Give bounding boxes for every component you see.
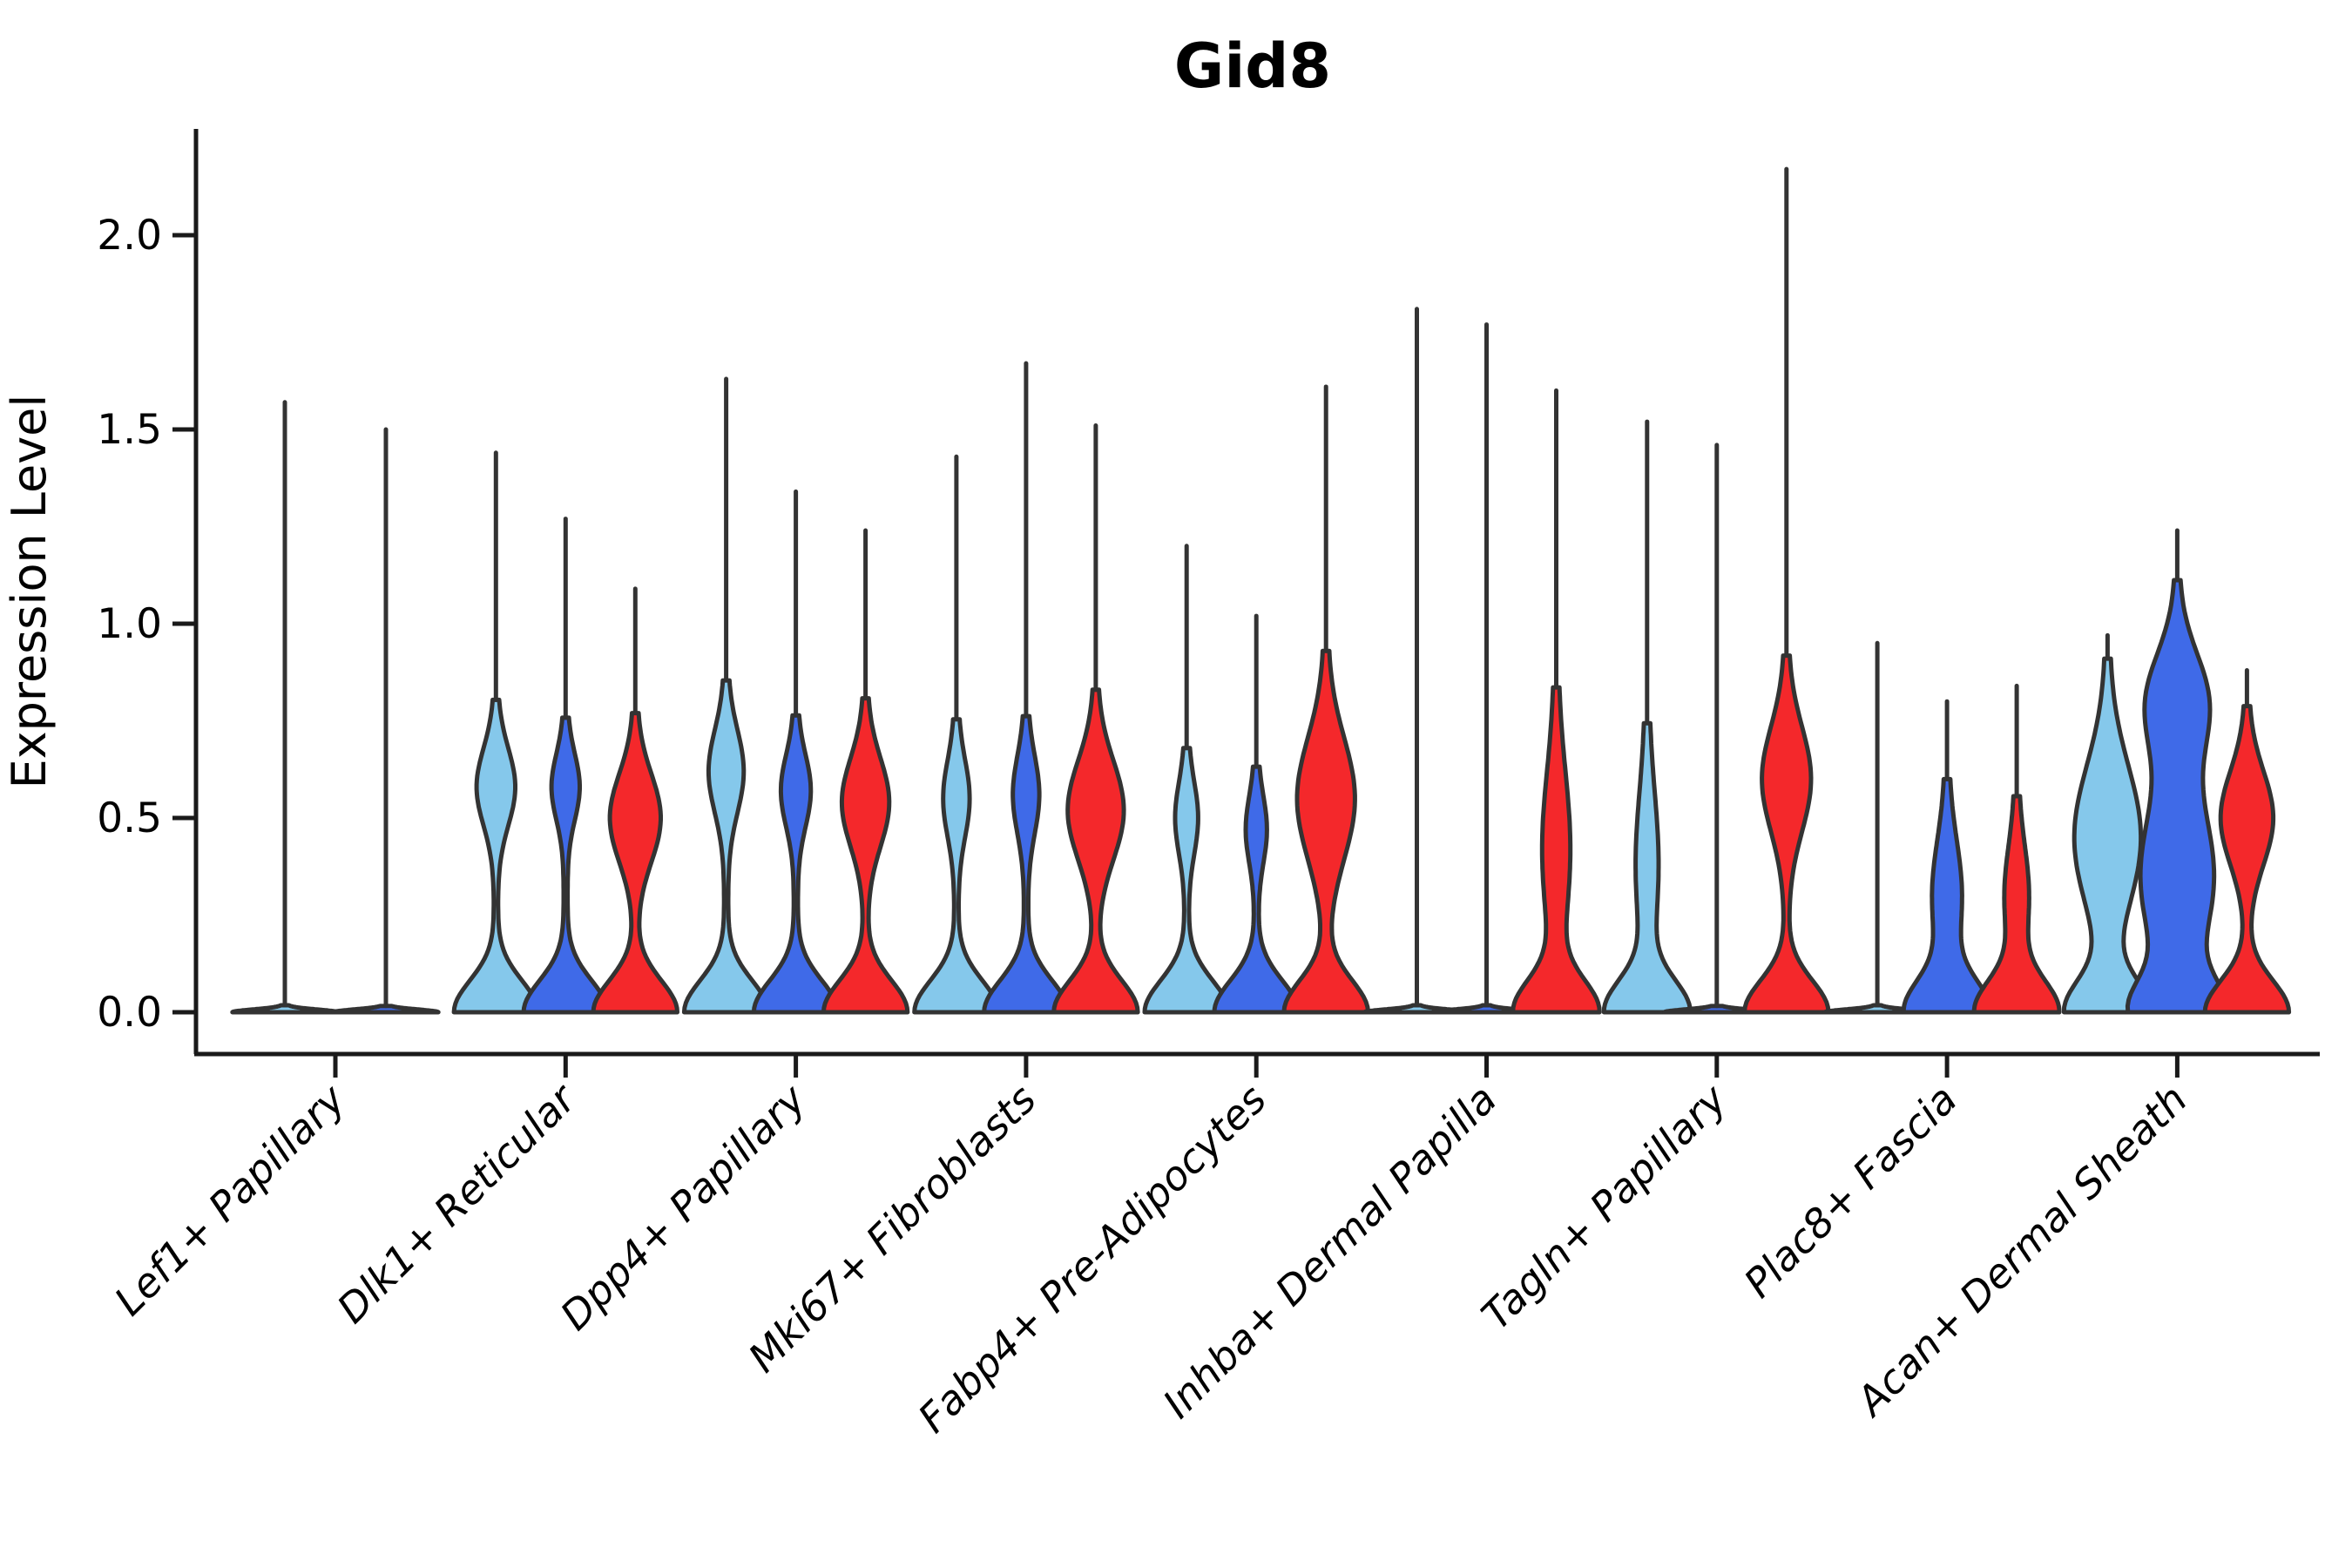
violin-dpp4-papillary-split_b: [751, 713, 841, 1015]
y-tick-label: 0.0: [97, 989, 162, 1037]
y-axis-label: Expression Level: [2, 395, 57, 789]
x-category-label-plac8-fascia: Plac8+ Fascia: [1734, 1076, 1965, 1307]
violin-plac8-fascia-split_b: [1901, 776, 1993, 1015]
x-category-label-dlk1-reticular: Dlk1+ Reticular: [328, 1073, 586, 1332]
chart-title: Gid8: [1174, 30, 1331, 102]
y-tick-label: 0.5: [97, 794, 162, 842]
violin-mki67-fibroblasts-split_c: [1051, 687, 1140, 1015]
violin-fabp4-pre-adipocytes-split_a: [1142, 746, 1231, 1015]
violin-mki67-fibroblasts-split_b: [982, 713, 1071, 1015]
violin-inhba-dermal-papilla-split_c: [1511, 685, 1602, 1015]
x-category-label-dpp4-papillary: Dpp4+ Papillary: [551, 1075, 815, 1339]
x-category-label-lef1-papillary: Lef1+ Papillary: [105, 1075, 355, 1324]
violin-mki67-fibroblasts-split_a: [912, 717, 1001, 1015]
violin-dpp4-papillary-split_a: [681, 678, 771, 1015]
violin-dlk1-reticular-split_c: [591, 711, 679, 1015]
y-tick-label: 2.0: [97, 212, 162, 260]
violin-tagln-papillary-split_a: [1601, 720, 1693, 1015]
violin-fabp4-pre-adipocytes-split_b: [1212, 764, 1301, 1015]
violin-lef1-papillary-split_a: [230, 1003, 340, 1015]
y-tick-label: 1.0: [97, 600, 162, 648]
violin-fabp4-pre-adipocytes-split_c: [1281, 648, 1370, 1015]
violin-acan-dermal-sheath-split_b: [2125, 578, 2229, 1015]
violin-lef1-papillary-split_b: [331, 1004, 441, 1015]
violin-dlk1-reticular-split_b: [521, 715, 610, 1015]
violin-tagln-papillary-split_c: [1742, 653, 1831, 1015]
violin-acan-dermal-sheath-split_c: [2202, 704, 2292, 1015]
y-tick-label: 1.5: [97, 406, 162, 454]
violin-dlk1-reticular-split_a: [451, 697, 540, 1015]
violin-acan-dermal-sheath-split_a: [2061, 656, 2153, 1015]
violin-dpp4-papillary-split_c: [821, 696, 910, 1015]
violin-plac8-fascia-split_c: [1971, 794, 2062, 1015]
x-category-label-tagln-papillary: Tagln+ Papillary: [1472, 1075, 1736, 1339]
